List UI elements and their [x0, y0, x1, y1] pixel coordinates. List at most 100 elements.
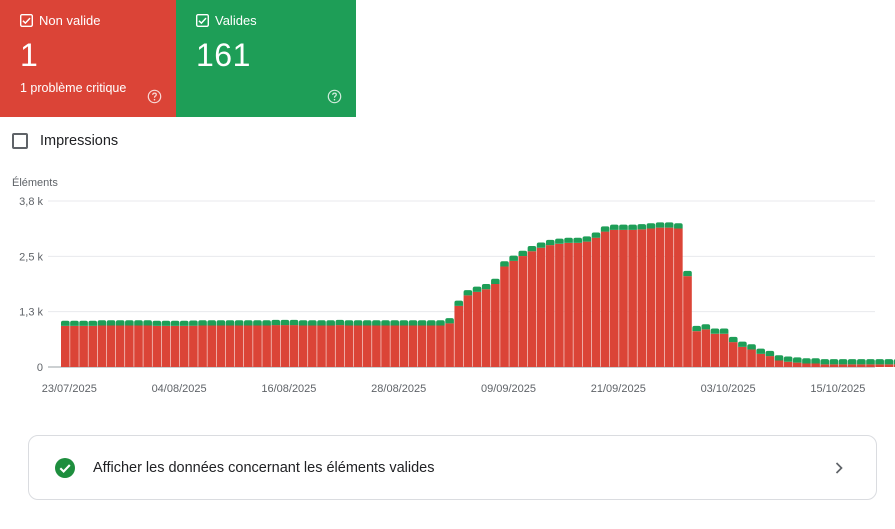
bar-segment	[262, 320, 271, 326]
bar-segment	[875, 364, 884, 367]
bar-segment	[710, 328, 720, 334]
invalid-card-header: Non valide	[20, 13, 156, 28]
valid-count: 161	[196, 37, 251, 73]
bar-segment	[610, 224, 619, 230]
bar-segment	[747, 349, 756, 367]
bar-segment	[637, 229, 647, 367]
bar-segment	[97, 320, 107, 326]
view-valid-elements-label: Afficher les données concernant les élém…	[93, 459, 435, 476]
bar-segment	[335, 325, 345, 367]
valid-card[interactable]: Valides 161	[176, 0, 356, 117]
bar-segment	[847, 364, 857, 367]
bar-segment	[866, 364, 875, 367]
bar-segment	[61, 320, 70, 326]
bar-segment	[253, 325, 262, 367]
bar-segment	[564, 242, 573, 367]
checkbox-checked-icon[interactable]	[20, 14, 33, 27]
help-icon[interactable]	[147, 89, 162, 104]
bar-segment	[500, 261, 509, 267]
bar-segment	[179, 325, 189, 367]
bar-segment	[527, 251, 537, 367]
bar-segment	[628, 224, 637, 230]
bar-segment	[582, 236, 592, 242]
bar-segment	[637, 224, 647, 230]
bar-segment	[317, 320, 326, 326]
bar-segment	[600, 226, 610, 232]
bar-segment	[207, 325, 216, 367]
invalid-card[interactable]: Non valide 1 1 problème critique	[0, 0, 176, 117]
bar-segment	[234, 320, 244, 326]
bar-segment	[710, 333, 720, 367]
bar-segment	[152, 320, 162, 326]
bar-segment	[481, 284, 491, 290]
bar-segment	[463, 290, 473, 296]
x-tick-label: 04/08/2025	[152, 383, 207, 395]
bar-segment	[170, 325, 180, 367]
bar-segment	[280, 319, 290, 326]
bar-segment	[170, 320, 180, 326]
checkbox-checked-icon[interactable]	[196, 14, 209, 27]
bar-segment	[674, 223, 683, 229]
y-tick-label: 0	[37, 362, 43, 374]
bar-segment	[838, 364, 848, 367]
bar-segment	[555, 243, 564, 367]
bar-segment	[884, 359, 894, 365]
bar-segment	[298, 320, 308, 326]
bar-segment	[244, 320, 253, 326]
bar-segment	[893, 364, 895, 367]
bar-segment	[372, 325, 381, 367]
bar-segment	[500, 266, 509, 367]
bar-segment	[692, 325, 701, 332]
bar-segment	[106, 325, 116, 367]
bar-segment	[417, 320, 427, 326]
bar-segment	[509, 255, 518, 261]
bar-segment	[719, 333, 729, 367]
bar-segment	[161, 320, 171, 326]
bar-segment	[436, 320, 445, 326]
valid-card-header: Valides	[196, 13, 336, 28]
bar-segment	[481, 289, 491, 367]
bar-segment	[189, 325, 198, 367]
bar-segment	[747, 344, 756, 350]
y-tick-label: 2,5 k	[19, 251, 43, 263]
bar-segment	[701, 324, 711, 330]
bar-segment	[317, 325, 326, 367]
bar-segment	[427, 320, 436, 326]
bar-segment	[664, 227, 674, 367]
bar-segment	[802, 358, 811, 364]
bar-segment	[857, 359, 866, 365]
bar-segment	[472, 286, 482, 292]
bar-segment	[509, 260, 518, 367]
help-icon[interactable]	[327, 89, 342, 104]
bar-segment	[655, 227, 665, 367]
bar-segment	[756, 348, 765, 354]
impressions-checkbox[interactable]	[12, 133, 28, 149]
bar-segment	[573, 242, 582, 367]
bar-segment	[79, 325, 88, 367]
bar-segment	[765, 356, 775, 367]
bar-segment	[683, 276, 692, 367]
impressions-toggle[interactable]: Impressions	[12, 133, 118, 149]
bar-segment	[829, 359, 839, 365]
bar-segment	[664, 222, 674, 228]
view-valid-elements-link[interactable]: Afficher les données concernant les élém…	[28, 435, 877, 500]
bar-segment	[765, 350, 775, 357]
bar-segment	[335, 319, 345, 326]
y-tick-label: 1,3 k	[19, 307, 43, 319]
bar-segment	[216, 320, 226, 326]
bar-segment	[143, 325, 152, 367]
bar-segment	[106, 320, 116, 326]
critical-issues-count: 1 problème critique	[20, 81, 127, 95]
x-tick-label: 03/10/2025	[701, 383, 756, 395]
bar-segment	[875, 359, 884, 365]
bar-segment	[655, 222, 665, 228]
bar-segment	[463, 295, 473, 367]
bar-segment	[271, 325, 281, 367]
bar-segment	[353, 320, 363, 326]
bar-segment	[445, 318, 454, 324]
bar-segment	[344, 320, 354, 326]
bar-segment	[97, 325, 107, 367]
bar-segment	[234, 325, 244, 367]
bar-segment	[390, 320, 399, 326]
bar-segment	[802, 363, 811, 367]
